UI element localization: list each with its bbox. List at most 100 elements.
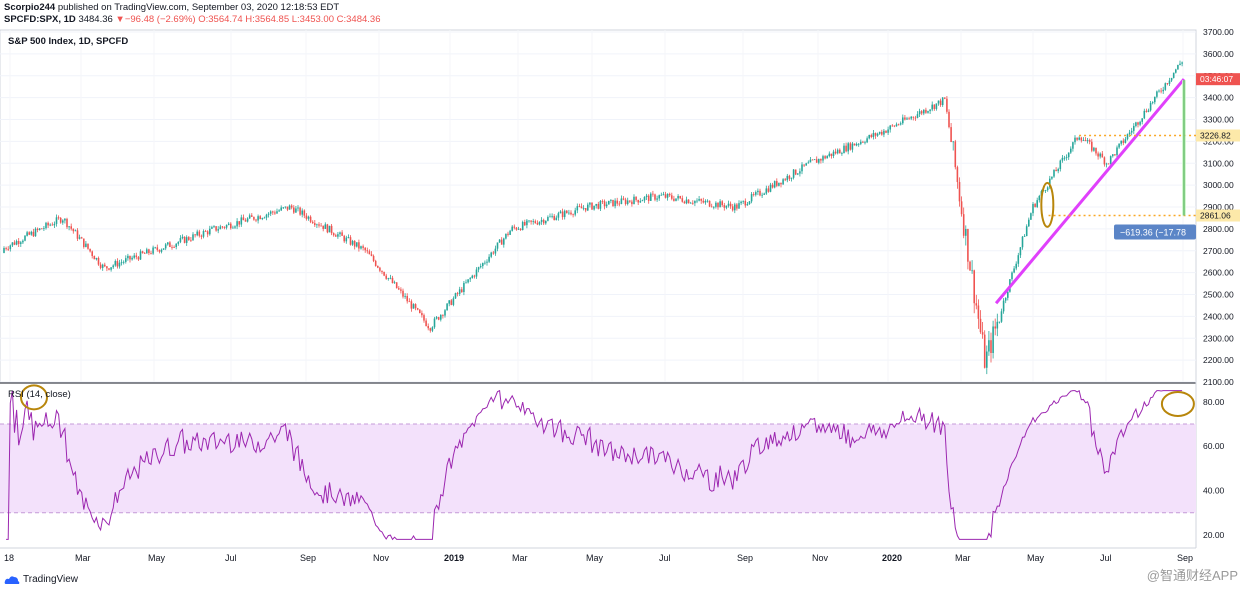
candle-body [849,143,852,150]
candle-body [185,237,188,243]
candle-body [314,223,316,226]
candle-body [998,321,1001,323]
candle-body [633,196,635,205]
candle-body [421,313,423,316]
candle-body [650,193,652,201]
ohlc-values: O:3564.74 H:3564.85 L:3453.00 C:3484.36 [198,14,381,25]
candle-body [1013,268,1015,273]
candle-body [215,226,217,231]
candle-body [1164,83,1167,90]
candle-body [620,198,623,204]
candle-body [862,141,864,143]
candle-body [952,141,954,143]
candle-body [181,236,184,239]
candle-body [488,256,490,262]
candle-body [977,305,980,319]
candle-body [713,206,715,208]
candle-body [761,194,763,196]
candle-body [255,219,257,221]
candle-body [414,304,417,309]
candle-body [433,318,436,328]
candle-body [1078,137,1080,140]
tradingview-logo[interactable]: TradingView [4,574,78,585]
candle-body [484,262,486,264]
candle-body [1122,140,1125,143]
candle-body [1080,137,1083,141]
price-tick-label: 3700.00 [1203,27,1234,37]
candle-body [614,200,616,207]
candle-body [645,195,648,198]
candle-body [339,232,341,235]
candle-body [246,218,249,222]
candle-body [76,230,79,239]
candle-body [337,234,339,237]
candle-body [740,201,742,204]
candle-body [654,194,656,200]
candle-body [811,159,814,161]
candle-body [519,228,522,230]
candle-body [383,271,385,276]
candle-body [91,251,93,256]
candle-body [492,252,495,254]
candle-body [1179,63,1181,65]
candle-body [723,205,726,208]
candle-body [219,226,222,230]
time-tick-label: Jul [1100,553,1112,563]
symbol-label[interactable]: SPCFD:SPX, 1D [4,14,76,25]
trendline [994,78,1186,305]
candle-body [253,216,255,220]
candle-body [148,249,150,254]
candle-body [164,244,167,249]
candle-body [685,199,688,204]
candle-body [591,202,593,210]
candle-body [293,207,295,213]
candle-body [473,275,476,277]
candle-body [939,100,942,105]
candle-body [605,204,608,207]
candle-body [43,228,45,229]
candle-body [64,218,66,221]
candle-body [746,204,749,206]
current-price-tag: 03:46:07 [1200,74,1233,84]
candle-body [62,220,64,223]
candle-body [916,114,919,118]
candle-body [1015,263,1017,269]
candle-body [870,135,873,137]
candle-body [381,270,383,272]
candle-body [47,222,49,226]
candle-body [423,315,425,321]
candle-body [933,104,936,109]
candle-body [395,282,398,289]
candle-body [757,190,759,193]
candle-body [570,212,572,215]
author-name[interactable]: Scorpio244 [4,2,56,13]
candle-body [49,224,51,226]
candle-body [318,224,320,226]
candle-body [994,326,996,329]
candle-body [1126,134,1129,140]
candle-body [57,217,60,219]
candle-body [389,277,392,279]
candle-body [288,205,291,210]
candle-body [580,206,583,209]
candle-body [675,198,677,201]
candle-body [773,181,776,188]
price-tick-label: 3300.00 [1203,115,1234,125]
candle-body [353,241,356,247]
candle-body [38,228,41,230]
candle-body [687,199,690,204]
candle-body [729,203,732,207]
candle-body [824,156,826,159]
candle-body [815,159,818,163]
candle-body [1139,121,1141,125]
candle-body [498,239,501,243]
candle-body [990,340,992,354]
price-tick-label: 2100.00 [1203,377,1234,387]
candle-body [101,264,104,268]
candle-body [131,257,133,260]
candle-body [221,226,224,228]
candle-body [387,278,390,279]
top-level-tag-bg [1196,129,1240,142]
candle-body [515,227,518,230]
